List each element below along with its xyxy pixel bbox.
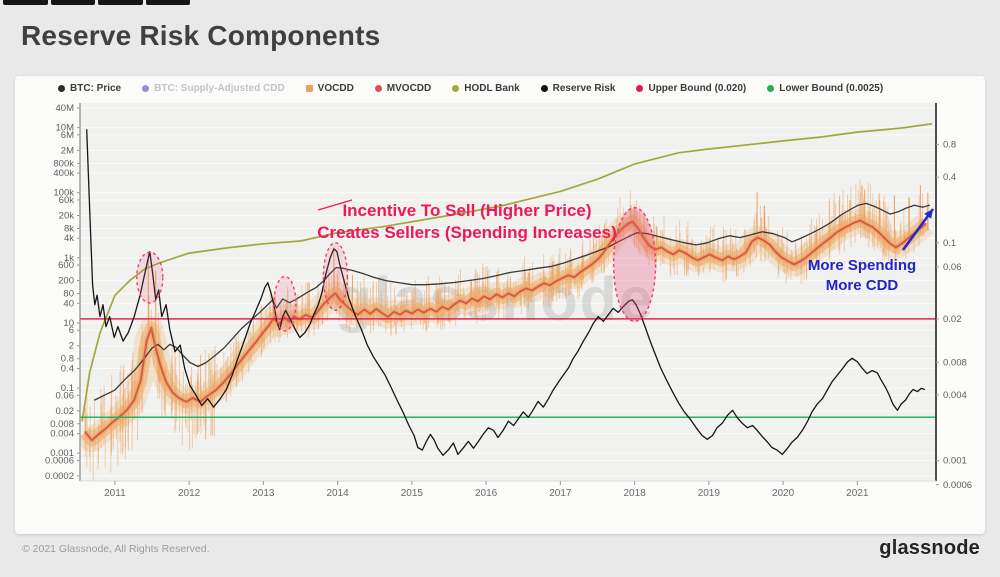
svg-text:2M: 2M	[61, 145, 74, 156]
legend-item-vocdd[interactable]: VOCDD	[305, 83, 354, 94]
svg-text:20k: 20k	[59, 210, 75, 221]
glassnode-logo: glassnode	[879, 537, 980, 559]
svg-text:2017: 2017	[549, 488, 572, 499]
svg-text:0.008: 0.008	[50, 419, 74, 430]
legend-item-btc-price[interactable]: BTC: Price	[58, 83, 121, 94]
mvocdd-marker-icon	[374, 85, 382, 92]
svg-text:0.06: 0.06	[56, 390, 75, 401]
svg-text:60k: 60k	[59, 195, 75, 206]
svg-text:0.008: 0.008	[943, 357, 967, 368]
svg-text:2020: 2020	[772, 488, 795, 499]
tab-remnant	[3, 0, 48, 5]
svg-text:6: 6	[69, 325, 74, 336]
svg-text:10M: 10M	[56, 123, 75, 134]
legend-label: HODL Bank	[464, 83, 520, 94]
legend-label: Upper Bound (0.020)	[648, 83, 747, 94]
legend-item-lower-bound[interactable]: Lower Bound (0.0025)	[767, 83, 883, 94]
tab-remnant	[50, 0, 95, 5]
svg-text:2011: 2011	[104, 488, 126, 499]
svg-text:100k: 100k	[53, 188, 74, 199]
svg-text:600: 600	[58, 260, 74, 271]
legend-item-hodl-bank[interactable]: HODL Bank	[452, 83, 520, 94]
svg-text:0.8: 0.8	[61, 354, 74, 365]
svg-text:10: 10	[63, 318, 74, 329]
svg-text:0.001: 0.001	[50, 448, 74, 459]
annotation-line: More CDD	[825, 276, 899, 294]
svg-text:0.02: 0.02	[56, 406, 75, 417]
svg-text:2018: 2018	[623, 488, 646, 499]
legend-item-upper-bound[interactable]: Upper Bound (0.020)	[636, 83, 746, 94]
svg-text:8k: 8k	[64, 223, 74, 234]
legend-label: VOCDD	[317, 83, 354, 94]
svg-text:80: 80	[63, 289, 74, 300]
svg-text:2015: 2015	[401, 488, 424, 499]
svg-text:0.0006: 0.0006	[45, 455, 74, 466]
legend-label: MVOCDD	[386, 83, 432, 94]
svg-text:2014: 2014	[326, 488, 349, 499]
svg-text:0.06: 0.06	[943, 262, 962, 273]
svg-text:6M: 6M	[61, 130, 74, 141]
svg-text:2019: 2019	[698, 488, 721, 499]
svg-text:0.0002: 0.0002	[45, 471, 74, 482]
svg-text:1k: 1k	[64, 253, 74, 264]
browser-tabs-remnant	[3, 0, 190, 5]
annotation-incentive-to-sell: Incentive To Sell (Higher Price) Creates…	[312, 200, 622, 244]
svg-text:2012: 2012	[178, 488, 201, 499]
svg-text:0.1: 0.1	[943, 238, 956, 249]
chart-legend: BTC: Price BTC: Supply-Adjusted CDD VOCD…	[58, 83, 883, 94]
annotation-line: Incentive To Sell (Higher Price)	[342, 201, 592, 220]
tab-remnant	[145, 0, 190, 5]
vocdd-marker-icon	[305, 85, 313, 92]
legend-item-mvocdd[interactable]: MVOCDD	[374, 83, 432, 94]
svg-text:2013: 2013	[252, 488, 275, 499]
svg-text:800k: 800k	[53, 158, 74, 169]
svg-text:0.4: 0.4	[943, 172, 956, 183]
upper-bound-marker-icon	[636, 85, 644, 92]
svg-text:40M: 40M	[56, 103, 75, 114]
legend-item-reserve-risk[interactable]: Reserve Risk	[540, 83, 616, 94]
svg-text:2: 2	[69, 341, 74, 352]
hodl-bank-marker-icon	[452, 85, 460, 92]
btc-price-marker-icon	[58, 85, 65, 92]
svg-text:2016: 2016	[475, 488, 498, 499]
lower-bound-marker-icon	[767, 85, 775, 92]
svg-text:0.4: 0.4	[61, 363, 74, 374]
svg-text:0.0006: 0.0006	[943, 480, 972, 491]
legend-item-supply-adjusted-cdd[interactable]: BTC: Supply-Adjusted CDD	[142, 83, 285, 94]
svg-text:4k: 4k	[64, 233, 74, 244]
svg-text:0.004: 0.004	[50, 429, 74, 440]
reserve-risk-marker-icon	[540, 85, 548, 92]
annotation-line: Creates Sellers (Spending Increases)	[317, 223, 617, 243]
svg-text:0.001: 0.001	[943, 456, 967, 467]
svg-text:0.8: 0.8	[943, 139, 956, 150]
copyright-text: © 2021 Glassnode, All Rights Reserved.	[22, 543, 210, 555]
annotation-line: More Spending	[807, 257, 917, 274]
legend-label: BTC: Supply-Adjusted CDD	[154, 83, 285, 94]
page-title: Reserve Risk Components	[21, 20, 381, 51]
annotation-more-spending: More Spending More CDD	[792, 256, 932, 295]
svg-text:0.02: 0.02	[943, 314, 962, 325]
supply-adjusted-cdd-marker-icon	[142, 85, 150, 92]
svg-text:0.1: 0.1	[61, 383, 74, 394]
svg-text:40: 40	[63, 298, 74, 309]
svg-text:0.004: 0.004	[943, 390, 967, 401]
svg-text:200: 200	[58, 276, 74, 287]
legend-label: Lower Bound (0.0025)	[779, 83, 884, 94]
svg-text:400k: 400k	[53, 168, 74, 179]
legend-label: BTC: Price	[70, 83, 122, 94]
tab-remnant	[98, 0, 143, 5]
legend-label: Reserve Risk	[552, 83, 616, 94]
svg-text:2021: 2021	[846, 488, 869, 499]
